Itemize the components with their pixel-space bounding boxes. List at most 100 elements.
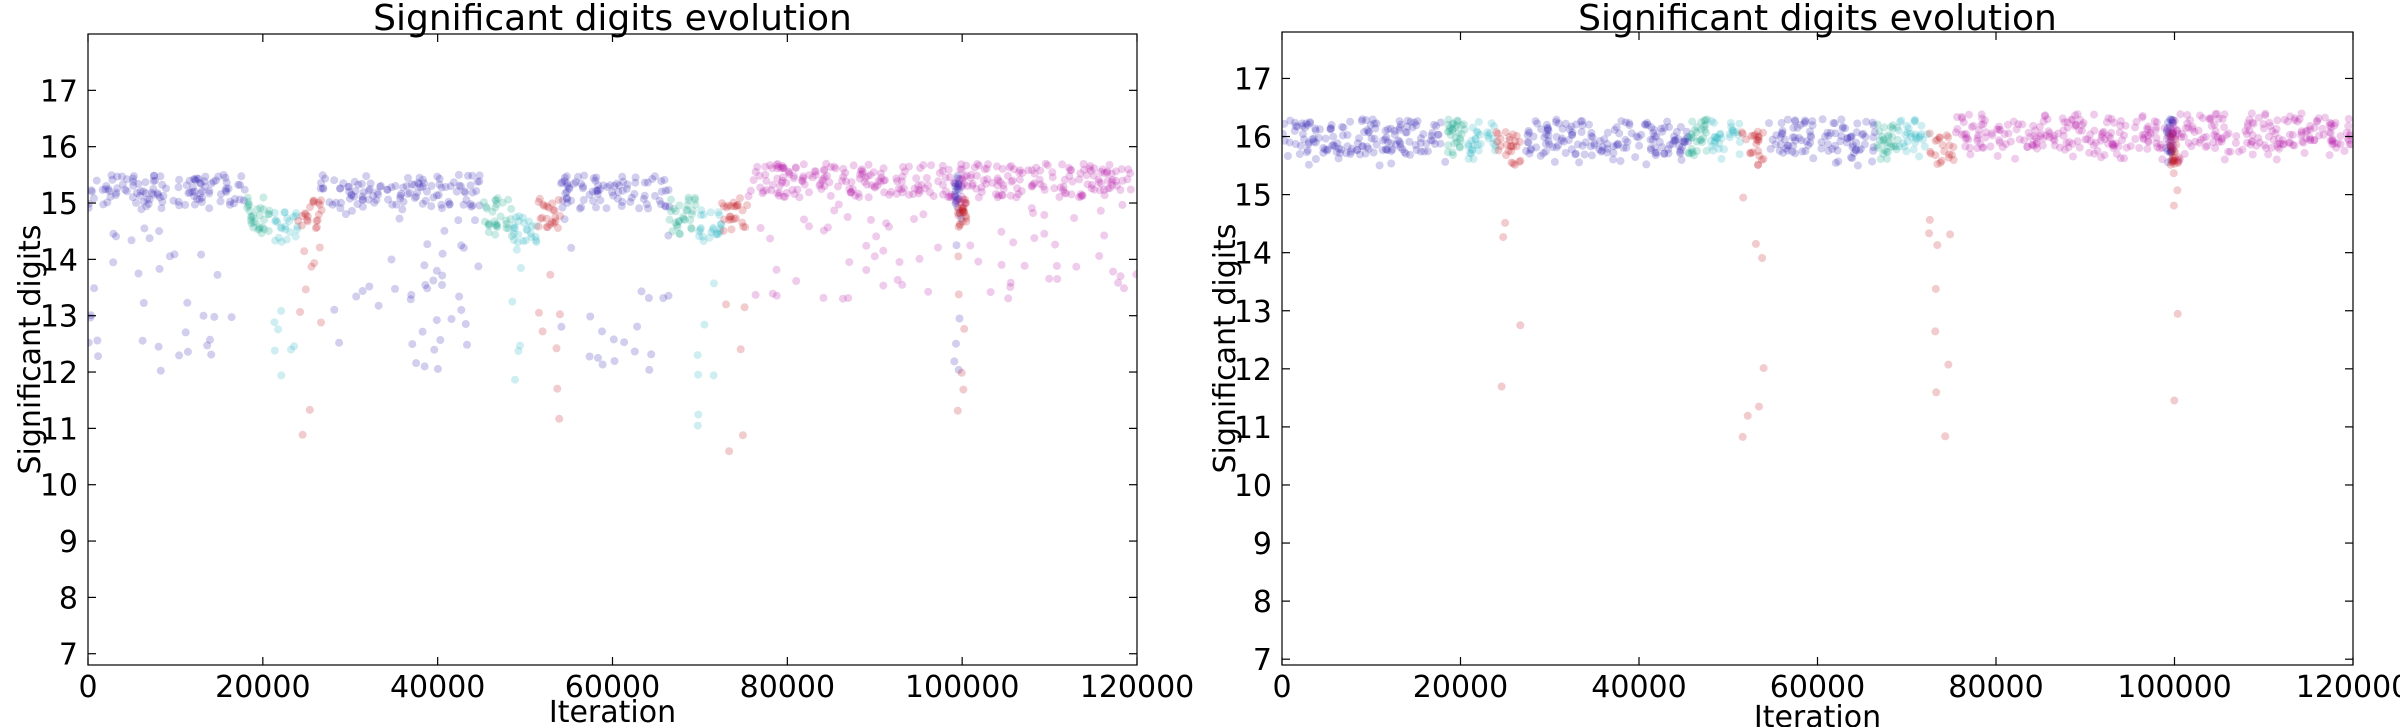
data-point [358,287,367,295]
data-point [1973,144,1982,153]
data-point [1051,240,1060,249]
data-point [1944,133,1953,142]
data-point [1904,124,1913,133]
data-point [1710,133,1719,141]
data-point [736,194,744,203]
data-point [2169,122,2178,131]
data-point [986,288,995,297]
data-point [441,183,450,191]
data-point [661,186,670,195]
data-point [1952,128,1960,137]
data-point [1097,168,1106,176]
data-point [156,172,165,181]
data-point [789,172,798,181]
data-point [2056,143,2064,152]
data-point [880,188,889,197]
data-point [1375,161,1384,170]
data-point [1735,150,1744,159]
data-point [785,168,794,177]
data-point [1981,116,1989,125]
data-point [1660,149,1669,158]
data-point [1552,118,1560,126]
data-point [2299,138,2308,147]
data-point [2042,131,2051,140]
data-point [1703,115,1712,124]
data-point [1702,146,1711,155]
data-point [1911,130,1920,139]
data-point [1672,127,1681,136]
data-point [2202,132,2211,141]
data-point [2111,139,2120,148]
data-point [1436,139,1445,148]
data-point [1336,149,1344,157]
data-point [239,196,248,205]
data-point [1783,115,1792,124]
data-point [781,192,789,201]
data-point [1473,141,1482,149]
data-point [200,177,209,186]
data-point [2060,118,2069,127]
data-point [1884,132,1893,141]
data-point [127,236,136,245]
data-point [509,229,518,238]
data-point [1455,143,1464,152]
data-point [2293,117,2302,126]
data-point [1395,117,1404,126]
data-point [391,182,400,190]
data-point [438,249,447,258]
data-point [514,347,523,355]
data-point [574,172,583,181]
data-point [1712,134,1721,143]
data-point [1974,126,1983,135]
data-point [956,198,965,207]
data-point [1834,157,1843,166]
data-point [592,173,601,182]
data-point [1911,132,1920,141]
data-point [2024,128,2033,137]
data-point [1892,145,1901,154]
data-point [967,170,976,179]
data-point [2100,151,2109,160]
data-point [1366,121,1375,130]
data-point [1935,133,1944,142]
data-point [834,200,843,209]
data-point [1669,136,1678,145]
data-point [140,224,149,233]
data-point [1469,141,1478,150]
data-point [1472,127,1481,136]
data-point [1090,185,1099,194]
data-point [1915,152,1924,161]
data-point [862,266,871,274]
data-point [1940,147,1949,156]
data-point [1403,116,1412,125]
data-point [2267,143,2276,152]
data-point [1358,142,1367,151]
data-point [1700,125,1709,134]
data-point [1966,150,1975,159]
data-point [1847,132,1856,141]
data-point [1918,135,1927,144]
data-point [1298,122,1307,130]
data-point [1527,145,1536,153]
data-point [2196,111,2204,120]
data-point [2268,127,2277,136]
data-point [491,220,500,229]
data-point [1434,130,1443,139]
data-point [203,341,212,350]
data-point [298,430,307,439]
data-point [731,214,740,223]
data-point [383,185,392,194]
data-point [139,187,148,196]
data-point [1559,137,1568,146]
data-point [118,172,126,181]
data-point [2152,123,2160,132]
data-point [758,189,767,198]
data-point [795,193,804,202]
data-point [374,190,383,199]
data-point [1896,117,1904,126]
data-point [856,170,864,179]
data-point [1306,118,1315,127]
data-point [751,168,760,176]
data-point [2108,141,2117,150]
series-3 [1492,127,2183,441]
